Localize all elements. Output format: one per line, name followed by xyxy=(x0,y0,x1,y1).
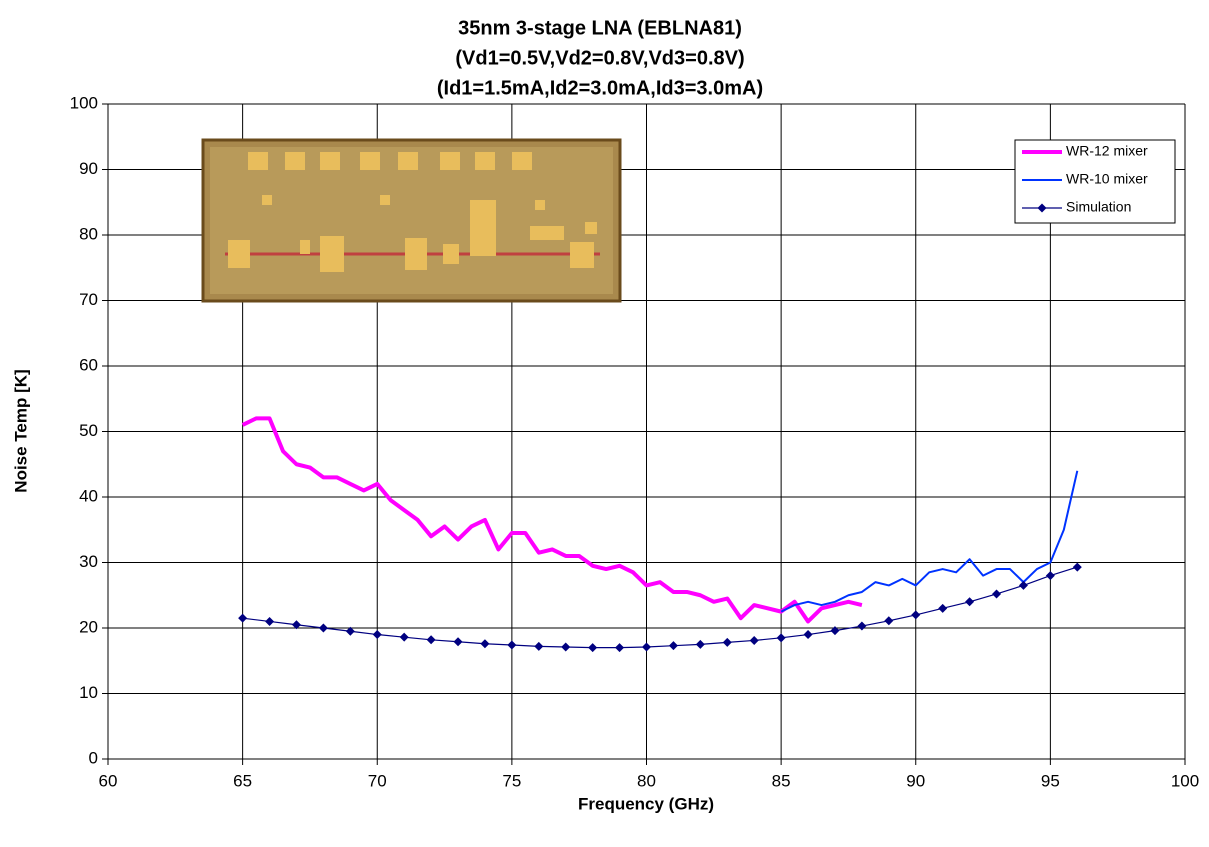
y-axis-label: Noise Temp [K] xyxy=(11,369,30,492)
data-point xyxy=(1019,581,1028,590)
x-tick-label: 85 xyxy=(772,771,791,790)
x-tick-label: 70 xyxy=(368,771,387,790)
chart-subtitle: (Vd1=0.5V,Vd2=0.8V,Vd3=0.8V) xyxy=(455,47,744,69)
data-point xyxy=(588,643,597,652)
data-point xyxy=(480,639,489,648)
data-point xyxy=(615,643,624,652)
series-line xyxy=(781,471,1077,612)
data-point xyxy=(427,635,436,644)
data-point xyxy=(400,633,409,642)
data-point xyxy=(750,636,759,645)
y-tick-label: 0 xyxy=(89,748,98,767)
y-tick-label: 20 xyxy=(79,617,98,636)
chart-title: 35nm 3-stage LNA (EBLNA81) xyxy=(458,17,742,39)
y-tick-label: 50 xyxy=(79,421,98,440)
chart: 35nm 3-stage LNA (EBLNA81) (Vd1=0.5V,Vd2… xyxy=(0,0,1209,847)
legend-label: WR-10 mixer xyxy=(1066,171,1148,187)
x-tick-label: 100 xyxy=(1171,771,1199,790)
y-tick-label: 100 xyxy=(70,93,98,112)
data-point xyxy=(1046,571,1055,580)
data-point xyxy=(319,624,328,633)
data-point xyxy=(642,642,651,651)
legend-label: Simulation xyxy=(1066,199,1131,215)
page: 35nm 3-stage LNA (EBLNA81) (Vd1=0.5V,Vd2… xyxy=(0,0,1209,847)
y-tick-label: 30 xyxy=(79,552,98,571)
data-point xyxy=(696,640,705,649)
data-point xyxy=(938,604,947,613)
series-line xyxy=(243,418,862,621)
x-tick-label: 80 xyxy=(637,771,656,790)
data-point xyxy=(454,637,463,646)
legend-label: WR-12 mixer xyxy=(1066,143,1148,159)
y-tick-label: 70 xyxy=(79,290,98,309)
y-tick-label: 90 xyxy=(79,159,98,178)
data-point xyxy=(723,638,732,647)
data-point xyxy=(561,642,570,651)
x-tick-label: 60 xyxy=(99,771,118,790)
x-tick-label: 95 xyxy=(1041,771,1060,790)
y-tick-label: 80 xyxy=(79,224,98,243)
data-point xyxy=(1073,563,1082,572)
series-line xyxy=(243,567,1078,648)
x-tick-label: 65 xyxy=(233,771,252,790)
data-point xyxy=(669,641,678,650)
plot-area xyxy=(238,418,1082,652)
data-point xyxy=(373,630,382,639)
x-tick-label: 75 xyxy=(502,771,521,790)
x-tick-label: 90 xyxy=(906,771,925,790)
data-point xyxy=(265,617,274,626)
data-point xyxy=(884,616,893,625)
data-point xyxy=(507,641,516,650)
data-point xyxy=(830,626,839,635)
data-point xyxy=(965,597,974,606)
chart-subtitle: (Id1=1.5mA,Id2=3.0mA,Id3=3.0mA) xyxy=(437,77,763,99)
y-tick-label: 10 xyxy=(79,683,98,702)
data-point xyxy=(238,614,247,623)
data-point xyxy=(804,630,813,639)
data-point xyxy=(777,633,786,642)
x-axis-label: Frequency (GHz) xyxy=(578,794,714,813)
data-point xyxy=(911,610,920,619)
chip-photo xyxy=(203,140,620,301)
y-tick-label: 60 xyxy=(79,355,98,374)
y-tick-label: 40 xyxy=(79,486,98,505)
data-point xyxy=(992,589,1001,598)
data-point xyxy=(534,642,543,651)
data-point xyxy=(857,622,866,631)
